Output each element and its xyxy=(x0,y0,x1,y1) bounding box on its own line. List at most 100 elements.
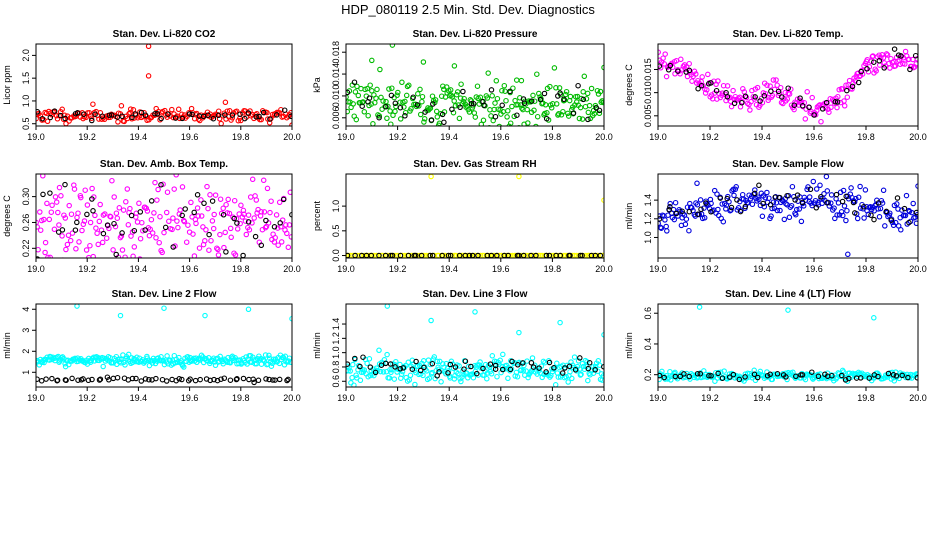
data-point xyxy=(399,79,405,86)
data-points xyxy=(346,174,604,258)
overlay-point xyxy=(667,204,673,210)
overlay-point xyxy=(397,104,404,111)
data-point xyxy=(278,239,285,245)
overlay-point xyxy=(742,374,748,380)
overlay-point xyxy=(468,100,475,107)
overlay-point xyxy=(285,376,291,383)
data-point xyxy=(849,86,855,92)
overlay-point xyxy=(128,212,135,219)
data-point xyxy=(484,95,491,101)
data-point xyxy=(388,369,394,376)
data-point xyxy=(910,200,916,207)
data-point xyxy=(194,205,201,211)
overlay-point xyxy=(792,197,798,203)
data-point xyxy=(898,227,904,233)
x-tick-label: 19.6 xyxy=(181,393,199,403)
overlay-point xyxy=(708,80,714,86)
y-axis-label: ml/min xyxy=(312,332,322,359)
data-point xyxy=(701,215,708,221)
y-tick-label: 0.2 xyxy=(643,368,653,381)
data-point xyxy=(120,207,127,213)
data-point xyxy=(66,202,72,209)
data-point xyxy=(367,82,373,88)
overlay-point xyxy=(54,377,61,383)
data-point xyxy=(584,359,590,365)
overlay-point xyxy=(129,114,135,121)
data-point xyxy=(195,213,201,219)
data-point xyxy=(457,95,464,101)
data-point xyxy=(179,362,186,369)
data-point xyxy=(232,252,239,258)
data-point xyxy=(140,228,146,234)
overlay-point xyxy=(580,96,587,103)
data-point xyxy=(42,249,48,256)
data-point xyxy=(164,114,170,120)
data-point xyxy=(464,103,471,109)
data-point xyxy=(571,354,578,360)
overlay-point xyxy=(713,87,720,94)
overlay-point xyxy=(715,370,721,377)
overlay-point xyxy=(760,200,766,207)
overlay-point xyxy=(36,109,41,115)
overlay-point xyxy=(697,371,704,377)
data-point xyxy=(658,225,665,231)
overlay-point xyxy=(400,365,407,371)
overlay-point xyxy=(346,361,351,367)
data-point xyxy=(95,241,101,248)
data-point xyxy=(163,262,167,266)
overlay-point xyxy=(47,114,54,121)
data-point xyxy=(558,112,565,118)
overlay-point xyxy=(142,227,148,233)
data-point xyxy=(198,197,204,203)
data-point xyxy=(37,209,43,215)
outlier-point xyxy=(516,174,522,180)
data-point xyxy=(386,375,393,381)
x-tick-label: 20.0 xyxy=(283,264,301,274)
data-point xyxy=(705,71,711,78)
data-point xyxy=(544,110,550,116)
data-point xyxy=(264,185,271,192)
overlay-point xyxy=(901,205,908,212)
data-point xyxy=(913,220,918,227)
data-point xyxy=(37,227,44,233)
overlay-point xyxy=(775,88,782,95)
data-point xyxy=(59,233,65,239)
overlay-point xyxy=(799,103,806,109)
data-point xyxy=(826,109,832,115)
overlay-point xyxy=(223,249,229,255)
data-point xyxy=(228,234,234,241)
data-point xyxy=(146,232,153,239)
overlay-point xyxy=(191,209,197,216)
data-point xyxy=(793,206,800,213)
data-points xyxy=(36,174,292,266)
outlier-point xyxy=(369,57,375,64)
data-point xyxy=(547,83,553,90)
overlay-point xyxy=(397,366,404,372)
data-points xyxy=(346,44,604,126)
data-point xyxy=(106,225,112,232)
data-point xyxy=(288,234,292,240)
overlay-point xyxy=(85,377,92,384)
overlay-point xyxy=(577,355,583,361)
data-point xyxy=(365,112,371,119)
data-point xyxy=(434,358,441,365)
data-point xyxy=(260,357,267,363)
data-point xyxy=(440,361,446,367)
data-point xyxy=(376,347,382,354)
overlay-point xyxy=(881,65,887,71)
data-point xyxy=(253,357,259,364)
overlay-point xyxy=(480,365,486,372)
data-point xyxy=(588,85,595,92)
data-point xyxy=(279,217,286,223)
y-tick-label: 0.018 xyxy=(331,41,341,64)
data-point xyxy=(352,89,359,95)
data-point xyxy=(792,99,798,105)
data-point xyxy=(781,216,788,223)
y-tick-label: 0.010 xyxy=(643,81,653,104)
outlier-point xyxy=(785,307,791,313)
overlay-point xyxy=(914,375,918,381)
data-point xyxy=(513,77,520,83)
x-tick-label: 19.4 xyxy=(753,393,771,403)
data-point xyxy=(764,82,770,88)
